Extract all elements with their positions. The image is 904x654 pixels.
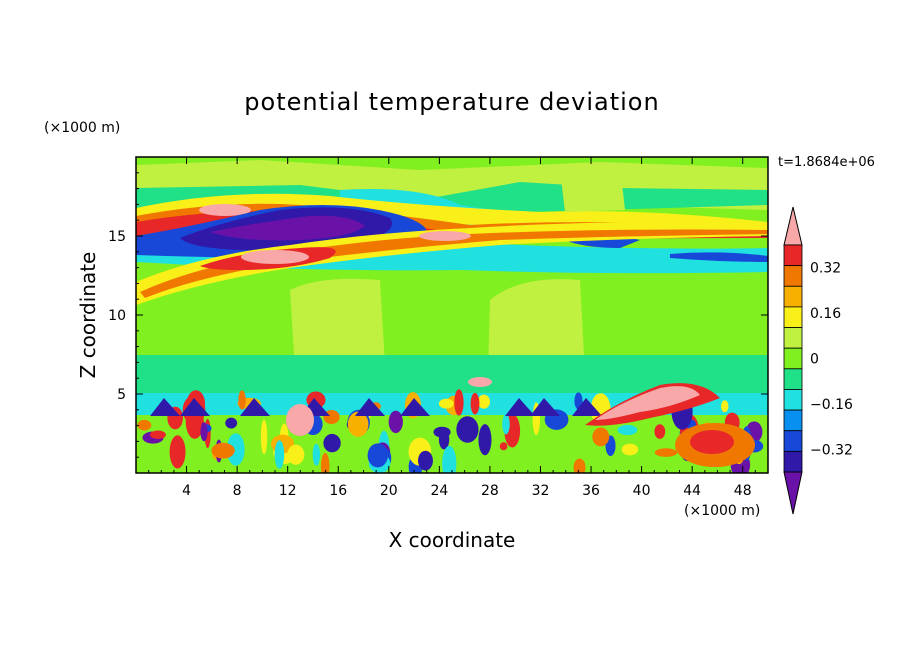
turbulence-cell xyxy=(654,448,678,457)
y-tick-label: 10 xyxy=(108,308,126,324)
colorbar-segment xyxy=(783,450,803,473)
colorbar-segment xyxy=(783,389,803,411)
turbulence-cell xyxy=(720,400,729,413)
turbulence-cell xyxy=(287,444,305,465)
turbulence-cell xyxy=(211,442,235,459)
turbulence-cell xyxy=(238,390,246,410)
colorbar-segment xyxy=(783,430,803,452)
turbulence-cell xyxy=(478,424,492,456)
x-tick-label: 24 xyxy=(430,483,448,499)
colorbar-label: 0.16 xyxy=(810,306,841,322)
boundary-cold-cell xyxy=(180,398,210,416)
z-unit-label: (×1000 m) xyxy=(44,120,121,136)
contour-band-light-green-mid-2 xyxy=(488,279,585,375)
turbulence-cell xyxy=(470,392,480,415)
turbulence-cell xyxy=(347,411,369,437)
colorbar-label: 0.32 xyxy=(810,261,841,277)
turbulence-cell xyxy=(621,443,639,456)
time-label: t=1.8684e+06 xyxy=(778,155,875,170)
x-axis-label: X coordinate xyxy=(388,528,516,552)
contour-pink-cell-3 xyxy=(419,231,471,241)
x-tick-label: 32 xyxy=(532,483,550,499)
contour-pink-cell-2 xyxy=(241,250,309,264)
colorbar-segment xyxy=(783,306,803,328)
chart-title: potential temperature deviation xyxy=(244,88,660,116)
turbulence-cell xyxy=(169,435,186,469)
colorbar-segment xyxy=(783,347,803,370)
y-tick-label: 5 xyxy=(117,387,126,403)
turbulence-cell xyxy=(320,452,330,473)
x-tick-label: 12 xyxy=(279,483,297,499)
x-tick-label: 4 xyxy=(182,483,191,499)
turbulence-cell xyxy=(367,443,388,468)
turbulence-cell xyxy=(617,424,638,436)
boundary-cold-cell xyxy=(240,398,270,416)
x-unit-label: (×1000 m) xyxy=(684,503,761,519)
colorbar-bottom-arrow xyxy=(783,471,803,515)
colorbar-label: 0 xyxy=(810,352,819,368)
turbulence-cell xyxy=(654,424,666,439)
x-tick-label: 48 xyxy=(734,483,752,499)
contour-field xyxy=(136,157,768,473)
colorbar-segment xyxy=(783,327,803,349)
turbulence-cell xyxy=(433,426,451,438)
boundary-cold-cell xyxy=(150,398,180,416)
colorbar-label: −0.16 xyxy=(810,397,853,413)
turbulence-cell xyxy=(225,417,238,429)
turbulence-cell xyxy=(274,440,285,469)
y-tick-label: 15 xyxy=(108,229,126,245)
colorbar-segment xyxy=(783,368,803,390)
turbulence-cell xyxy=(454,389,464,416)
boundary-cold-cell xyxy=(400,398,430,416)
turbulence-cell xyxy=(499,442,508,451)
turbulence-cell xyxy=(312,443,321,466)
colorbar-segment xyxy=(783,244,803,267)
turbulence-cell xyxy=(592,427,610,447)
turbulence-cell xyxy=(438,398,454,409)
x-tick-label: 28 xyxy=(481,483,499,499)
turbulence-cell xyxy=(150,430,166,440)
turbulence-cell xyxy=(573,458,586,473)
colorbar-label: −0.32 xyxy=(810,442,853,458)
turbulence-cell xyxy=(226,433,245,466)
turbulence-cell xyxy=(323,433,341,453)
contour-band-light-green-mid-1 xyxy=(290,278,385,370)
x-tick-label: 8 xyxy=(233,483,242,499)
colorbar-segment xyxy=(783,409,803,432)
boundary-cold-cell xyxy=(572,398,602,416)
colorbar-segment xyxy=(783,265,803,287)
turbulence-cell xyxy=(388,410,403,434)
boundary-cold-cell xyxy=(505,398,535,416)
colorbar: 0.32 0.16 0 −0.16 −0.32 xyxy=(783,206,853,515)
turbulence-cell xyxy=(137,419,152,431)
turbulence-cells xyxy=(137,389,764,473)
turbulence-cell xyxy=(502,413,510,435)
turbulence-cell xyxy=(200,422,208,442)
y-axis-label: Z coordinate xyxy=(76,251,100,379)
contour-pink-cell-5 xyxy=(468,377,492,387)
x-tick-label: 40 xyxy=(633,483,651,499)
turbulence-cell xyxy=(456,416,479,443)
boundary-cold-cell xyxy=(355,398,385,416)
contour-band-purple-cold xyxy=(210,215,365,241)
contour-band-light-green-mid-3 xyxy=(560,165,625,212)
turbulence-cell xyxy=(477,394,491,409)
turbulence-cell xyxy=(260,419,268,455)
x-tick-label: 36 xyxy=(582,483,600,499)
x-tick-label: 20 xyxy=(380,483,398,499)
turbulence-cell xyxy=(418,450,433,471)
colorbar-segment xyxy=(783,285,803,308)
contour-band-blue-far-right xyxy=(670,252,768,262)
turbulence-cell xyxy=(442,445,457,473)
contour-plume-pink xyxy=(595,386,700,420)
x-tick-label: 44 xyxy=(683,483,701,499)
contour-pink-cell-4 xyxy=(286,404,314,436)
x-tick-label: 16 xyxy=(329,483,347,499)
colorbar-top-arrow xyxy=(783,206,803,246)
contour-pink-cell-1 xyxy=(199,204,251,216)
contour-red-cell xyxy=(690,430,734,454)
boundary-cold-cell xyxy=(530,398,560,416)
